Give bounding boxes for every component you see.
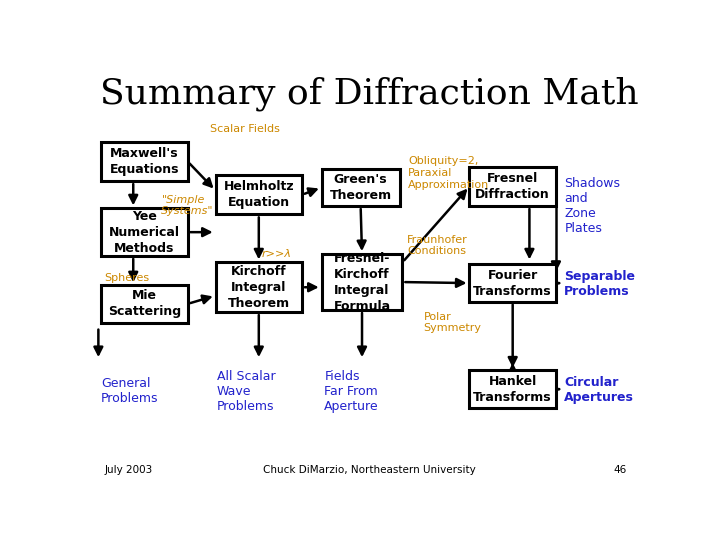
Text: Fraunhofer
Conditions: Fraunhofer Conditions xyxy=(407,235,468,256)
Text: Hankel
Transforms: Hankel Transforms xyxy=(473,375,552,403)
Text: r>>λ: r>>λ xyxy=(262,249,292,259)
Text: Summary of Diffraction Math: Summary of Diffraction Math xyxy=(99,77,639,111)
Text: Green's
Theorem: Green's Theorem xyxy=(330,173,392,202)
Text: Polar
Symmetry: Polar Symmetry xyxy=(423,312,482,333)
Text: Spheres: Spheres xyxy=(104,273,149,282)
Text: "Simple
Systems": "Simple Systems" xyxy=(161,194,214,216)
FancyBboxPatch shape xyxy=(215,175,302,214)
FancyBboxPatch shape xyxy=(101,208,188,256)
Text: 46: 46 xyxy=(613,465,626,475)
Text: Shadows
and
Zone
Plates: Shadows and Zone Plates xyxy=(564,177,621,235)
Text: Maxwell's
Equations: Maxwell's Equations xyxy=(109,147,179,176)
Text: Fresnel-
Kirchoff
Integral
Formula: Fresnel- Kirchoff Integral Formula xyxy=(333,252,390,313)
Text: General
Problems: General Problems xyxy=(101,377,158,405)
Text: Yee
Numerical
Methods: Yee Numerical Methods xyxy=(109,210,180,255)
Text: Chuck DiMarzio, Northeastern University: Chuck DiMarzio, Northeastern University xyxy=(263,465,475,475)
Text: Fields
Far From
Aperture: Fields Far From Aperture xyxy=(324,370,379,413)
Text: Fourier
Transforms: Fourier Transforms xyxy=(473,268,552,298)
Text: Fresnel
Diffraction: Fresnel Diffraction xyxy=(475,172,550,201)
FancyBboxPatch shape xyxy=(101,285,188,322)
Text: July 2003: July 2003 xyxy=(105,465,153,475)
Text: Kirchoff
Integral
Theorem: Kirchoff Integral Theorem xyxy=(228,265,290,310)
FancyBboxPatch shape xyxy=(322,254,402,310)
FancyBboxPatch shape xyxy=(322,168,400,206)
FancyBboxPatch shape xyxy=(469,167,556,206)
Text: Separable
Problems: Separable Problems xyxy=(564,271,635,298)
FancyBboxPatch shape xyxy=(469,370,556,408)
FancyBboxPatch shape xyxy=(215,262,302,312)
Text: Mie
Scattering: Mie Scattering xyxy=(108,289,181,319)
Text: Scalar Fields: Scalar Fields xyxy=(210,124,280,134)
Text: All Scalar
Wave
Problems: All Scalar Wave Problems xyxy=(217,370,275,413)
FancyBboxPatch shape xyxy=(101,141,188,181)
Text: Obliquity=2,
Paraxial
Approximation: Obliquity=2, Paraxial Approximation xyxy=(408,156,490,190)
Text: Helmholtz
Equation: Helmholtz Equation xyxy=(223,180,294,209)
FancyBboxPatch shape xyxy=(469,265,556,302)
Text: Circular
Apertures: Circular Apertures xyxy=(564,376,634,404)
